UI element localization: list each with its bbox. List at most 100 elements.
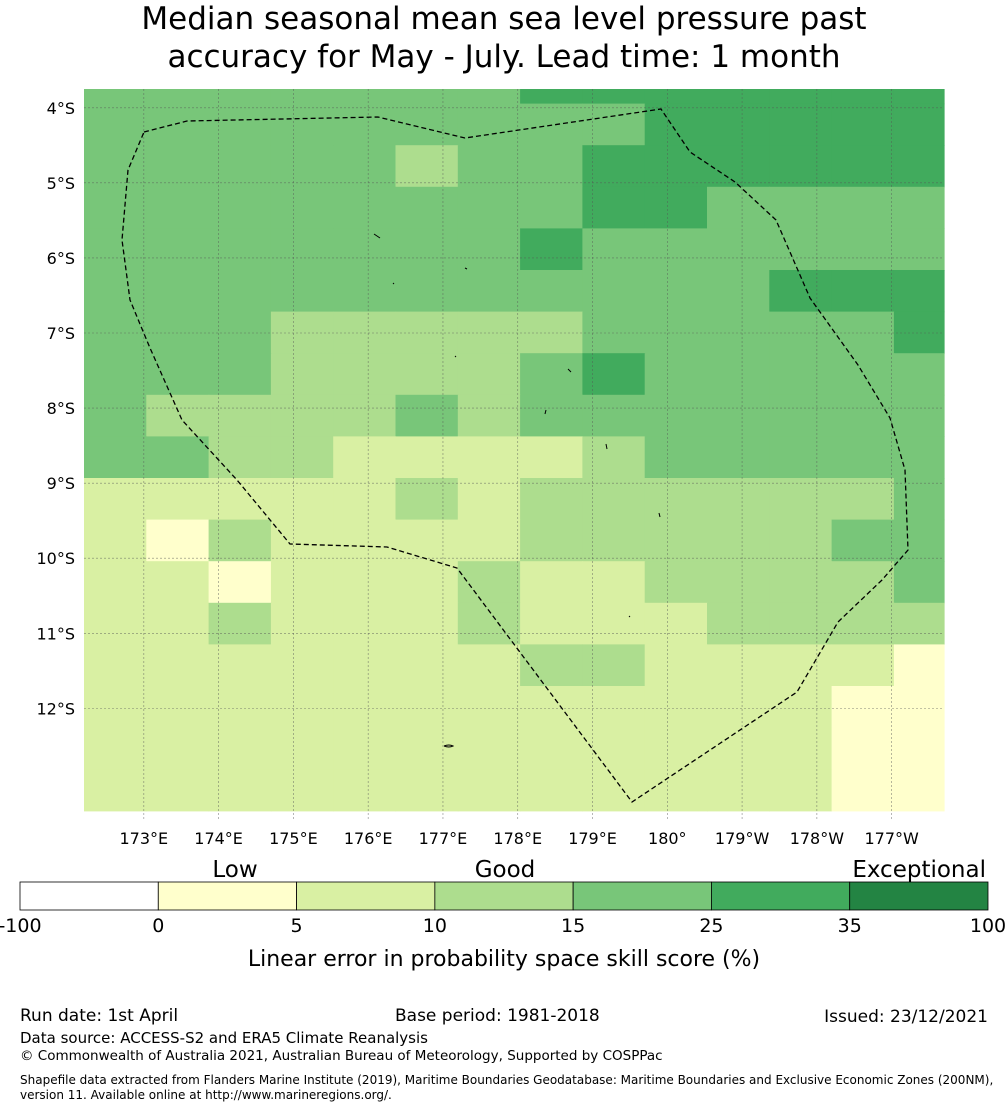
grid-cell bbox=[270, 186, 334, 229]
colorbar-tick-label: 100 bbox=[970, 915, 1006, 937]
grid-cell bbox=[831, 394, 895, 437]
grid-cell bbox=[270, 353, 334, 396]
grid-cell bbox=[457, 644, 521, 687]
grid-cell bbox=[582, 228, 646, 271]
grid-cell bbox=[270, 103, 334, 146]
grid-cell bbox=[333, 228, 397, 271]
grid-cell bbox=[769, 769, 833, 812]
colorbar-segment bbox=[572, 881, 712, 911]
grid-cell bbox=[644, 561, 708, 604]
grid-cell bbox=[582, 686, 646, 729]
grid-cell bbox=[457, 686, 521, 729]
grid-cell bbox=[270, 727, 334, 770]
lon-label: 180° bbox=[648, 829, 687, 848]
grid-cell bbox=[146, 478, 210, 521]
grid-cell bbox=[395, 353, 459, 396]
lat-label: 6°S bbox=[47, 249, 75, 268]
grid-cell bbox=[831, 478, 895, 521]
grid-cell bbox=[582, 436, 646, 479]
grid-cell bbox=[582, 145, 646, 188]
grid-cell bbox=[769, 145, 833, 188]
lat-label: 4°S bbox=[47, 99, 75, 118]
grid-cell bbox=[395, 436, 459, 479]
grid-cell bbox=[457, 394, 521, 437]
grid-cell bbox=[893, 270, 945, 313]
grid-cell bbox=[520, 769, 583, 812]
grid-cell bbox=[707, 686, 770, 729]
grid-cell bbox=[146, 769, 210, 812]
grid-cell bbox=[582, 769, 646, 812]
grid-cell bbox=[270, 519, 334, 562]
island bbox=[392, 282, 395, 285]
grid-cell bbox=[893, 89, 945, 105]
grid-cell bbox=[208, 644, 272, 687]
colorbar-tick-label: -100 bbox=[0, 915, 42, 937]
grid-cell bbox=[333, 519, 397, 562]
grid-cell bbox=[208, 353, 272, 396]
colorbar-segment bbox=[296, 881, 436, 911]
grid-cell bbox=[84, 145, 147, 188]
grid-cell bbox=[520, 561, 583, 604]
grid-cell bbox=[84, 89, 147, 105]
grid-cell bbox=[520, 602, 583, 645]
grid-cell bbox=[146, 394, 210, 437]
grid-cell bbox=[457, 436, 521, 479]
grid-cell bbox=[707, 478, 770, 521]
grid-cell bbox=[893, 103, 945, 146]
grid-cell bbox=[270, 394, 334, 437]
grid-cell bbox=[146, 727, 210, 770]
eez-boundary bbox=[121, 108, 909, 803]
grid-cell bbox=[893, 436, 945, 479]
grid-cell bbox=[893, 186, 945, 229]
grid-cell bbox=[831, 602, 895, 645]
grid-cell bbox=[84, 519, 147, 562]
map-title: Median seasonal mean sea level pressure … bbox=[0, 0, 1008, 76]
grid-cell bbox=[707, 353, 770, 396]
grid-cell bbox=[270, 686, 334, 729]
legend-exceptional-label: Exceptional bbox=[852, 857, 986, 883]
grid-cell bbox=[208, 270, 272, 313]
grid-cell bbox=[84, 394, 147, 437]
islands bbox=[373, 233, 661, 748]
grid-cell bbox=[831, 727, 895, 770]
colorbar-segment bbox=[434, 881, 574, 911]
grid-cell bbox=[520, 436, 583, 479]
grid-cell bbox=[146, 103, 210, 146]
grid-cell bbox=[208, 145, 272, 188]
grid-cell bbox=[270, 769, 334, 812]
grid-cell bbox=[457, 561, 521, 604]
grid-cell bbox=[395, 769, 459, 812]
grid-cell bbox=[457, 270, 521, 313]
grid-cell bbox=[769, 602, 833, 645]
grid-cell bbox=[146, 186, 210, 229]
legend-low-label: Low bbox=[212, 857, 257, 883]
grid-cell bbox=[146, 602, 210, 645]
grid-cell bbox=[644, 602, 708, 645]
grid-cell bbox=[395, 478, 459, 521]
data-source: Data source: ACCESS-S2 and ERA5 Climate … bbox=[20, 1029, 428, 1047]
grid-cell bbox=[333, 270, 397, 313]
lat-label: 8°S bbox=[47, 399, 75, 418]
grid-cell bbox=[395, 270, 459, 313]
grid-cell bbox=[333, 186, 397, 229]
grid-cell bbox=[893, 686, 945, 729]
grid-cell bbox=[395, 727, 459, 770]
grid-cell bbox=[208, 519, 272, 562]
grid-cell bbox=[84, 353, 147, 396]
grid-cell bbox=[333, 727, 397, 770]
grid-cell bbox=[644, 478, 708, 521]
grid-cell bbox=[84, 186, 147, 229]
title-line-2: accuracy for May - July. Lead time: 1 mo… bbox=[167, 39, 841, 75]
island bbox=[464, 267, 468, 270]
island bbox=[544, 409, 547, 415]
grid-cell bbox=[707, 89, 770, 105]
island bbox=[373, 233, 381, 239]
grid-cell bbox=[769, 228, 833, 271]
grid-cell bbox=[644, 769, 708, 812]
grid-cell bbox=[769, 353, 833, 396]
grid-cell bbox=[84, 436, 147, 479]
grid-cell bbox=[644, 228, 708, 271]
grid-cell bbox=[769, 644, 833, 687]
grid-cell bbox=[520, 89, 583, 105]
grid-cell bbox=[146, 270, 210, 313]
